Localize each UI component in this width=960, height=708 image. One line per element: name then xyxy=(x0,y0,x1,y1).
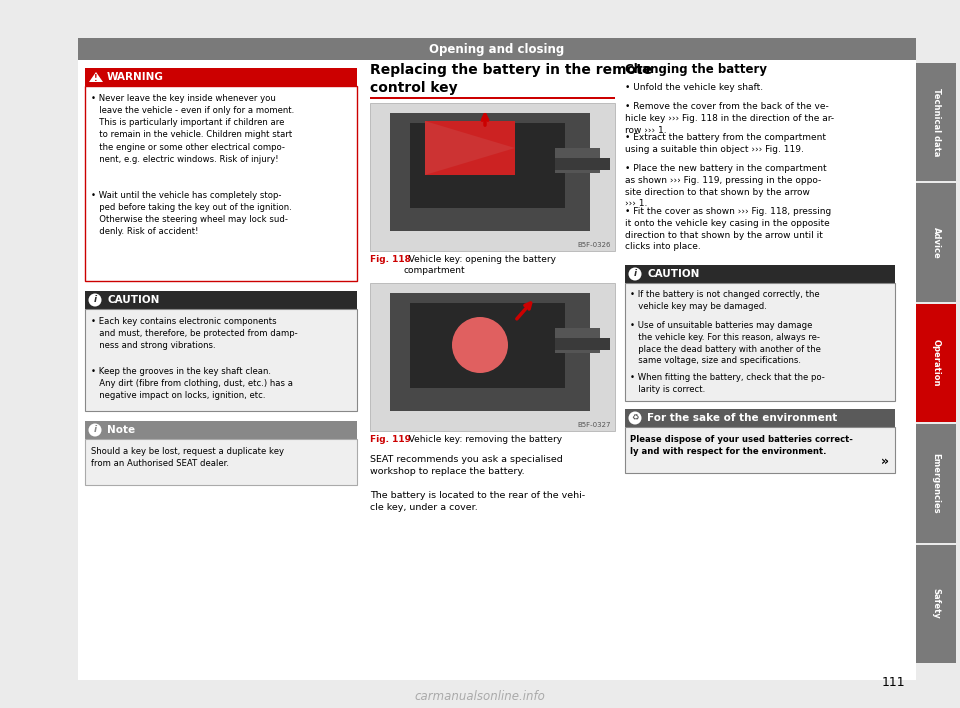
Circle shape xyxy=(88,294,102,307)
Bar xyxy=(85,439,357,485)
Bar xyxy=(85,291,357,309)
Text: carmanualsonline.info: carmanualsonline.info xyxy=(415,690,545,704)
Text: CAUTION: CAUTION xyxy=(647,269,700,279)
Text: control key: control key xyxy=(370,81,458,95)
Bar xyxy=(410,123,565,208)
Text: • When fitting the battery, check that the po-
   larity is correct.: • When fitting the battery, check that t… xyxy=(630,373,825,394)
Text: Safety: Safety xyxy=(931,588,941,620)
Text: Fig. 119: Fig. 119 xyxy=(370,435,411,444)
Bar xyxy=(85,86,357,281)
Text: Vehicle key: removing the battery: Vehicle key: removing the battery xyxy=(403,435,563,444)
Text: Operation: Operation xyxy=(931,339,941,387)
Text: i: i xyxy=(93,426,97,435)
Bar xyxy=(916,183,956,302)
Text: Vehicle key: opening the battery
compartment: Vehicle key: opening the battery compart… xyxy=(403,255,556,275)
Text: B5F-0326: B5F-0326 xyxy=(578,242,611,248)
Text: WARNING: WARNING xyxy=(107,72,164,82)
Circle shape xyxy=(452,317,508,373)
Bar xyxy=(555,158,610,170)
Text: ♻: ♻ xyxy=(632,413,638,423)
Circle shape xyxy=(88,423,102,437)
Bar xyxy=(370,97,615,99)
Bar xyxy=(370,103,615,251)
Text: Note: Note xyxy=(107,425,135,435)
Text: Changing the battery: Changing the battery xyxy=(625,63,767,76)
Bar xyxy=(390,113,590,231)
Bar xyxy=(78,38,916,680)
Text: !: ! xyxy=(94,74,98,83)
Text: Advice: Advice xyxy=(931,227,941,258)
Text: Technical data: Technical data xyxy=(931,88,941,156)
Bar xyxy=(425,121,515,175)
Text: i: i xyxy=(634,270,636,278)
Bar xyxy=(390,293,590,411)
Text: 111: 111 xyxy=(881,677,905,690)
Polygon shape xyxy=(89,72,103,82)
Text: • Wait until the vehicle has completely stop-
   ped before taking the key out o: • Wait until the vehicle has completely … xyxy=(91,191,292,236)
Bar xyxy=(916,304,956,422)
Text: • Keep the grooves in the key shaft clean.
   Any dirt (fibre from clothing, dus: • Keep the grooves in the key shaft clea… xyxy=(91,367,293,400)
Bar xyxy=(916,544,956,663)
Text: • Remove the cover from the back of the ve-
hicle key ››› Fig. 118 in the direct: • Remove the cover from the back of the … xyxy=(625,102,834,135)
Text: • Never leave the key inside whenever you
   leave the vehicle - even if only fo: • Never leave the key inside whenever yo… xyxy=(91,94,295,164)
Bar xyxy=(85,309,357,411)
Bar xyxy=(555,148,600,173)
Polygon shape xyxy=(425,121,515,175)
Bar xyxy=(370,283,615,431)
Text: Replacing the battery in the remote: Replacing the battery in the remote xyxy=(370,63,652,77)
Text: Emergencies: Emergencies xyxy=(931,453,941,514)
Bar xyxy=(78,38,916,60)
Text: Please dispose of your used batteries correct-
ly and with respect for the envir: Please dispose of your used batteries co… xyxy=(630,435,852,456)
Text: SEAT recommends you ask a specialised
workshop to replace the battery.: SEAT recommends you ask a specialised wo… xyxy=(370,455,563,476)
Text: • Fit the cover as shown ››› Fig. 118, pressing
it onto the vehicle key casing i: • Fit the cover as shown ››› Fig. 118, p… xyxy=(625,207,831,251)
Text: • Unfold the vehicle key shaft.: • Unfold the vehicle key shaft. xyxy=(625,83,763,92)
Bar xyxy=(555,338,610,350)
Text: i: i xyxy=(93,295,97,304)
Bar xyxy=(85,68,357,86)
Text: For the sake of the environment: For the sake of the environment xyxy=(647,413,837,423)
Text: Should a key be lost, request a duplicate key
from an Authorised SEAT dealer.: Should a key be lost, request a duplicat… xyxy=(91,447,284,468)
Bar xyxy=(85,421,357,439)
Bar xyxy=(410,303,565,388)
Bar xyxy=(625,283,895,401)
Circle shape xyxy=(629,411,641,425)
Text: CAUTION: CAUTION xyxy=(107,295,159,305)
Bar xyxy=(916,63,956,181)
Text: • Place the new battery in the compartment
as shown ››› Fig. 119, pressing in th: • Place the new battery in the compartme… xyxy=(625,164,827,208)
Text: »: » xyxy=(881,455,889,468)
Bar xyxy=(916,424,956,542)
Text: • Extract the battery from the compartment
using a suitable thin object ››› Fig.: • Extract the battery from the compartme… xyxy=(625,133,826,154)
Text: • If the battery is not changed correctly, the
   vehicle key may be damaged.: • If the battery is not changed correctl… xyxy=(630,290,820,311)
Text: • Each key contains electronic components
   and must, therefore, be protected f: • Each key contains electronic component… xyxy=(91,317,298,350)
Text: Fig. 118: Fig. 118 xyxy=(370,255,411,264)
Text: B5F-0327: B5F-0327 xyxy=(578,422,611,428)
Bar xyxy=(625,265,895,283)
Bar xyxy=(625,409,895,427)
Bar xyxy=(555,328,600,353)
Text: The battery is located to the rear of the vehi-
cle key, under a cover.: The battery is located to the rear of th… xyxy=(370,491,586,513)
Circle shape xyxy=(629,268,641,280)
Text: • Use of unsuitable batteries may damage
   the vehicle key. For this reason, al: • Use of unsuitable batteries may damage… xyxy=(630,321,821,365)
Bar xyxy=(625,427,895,473)
Text: Opening and closing: Opening and closing xyxy=(429,42,564,55)
